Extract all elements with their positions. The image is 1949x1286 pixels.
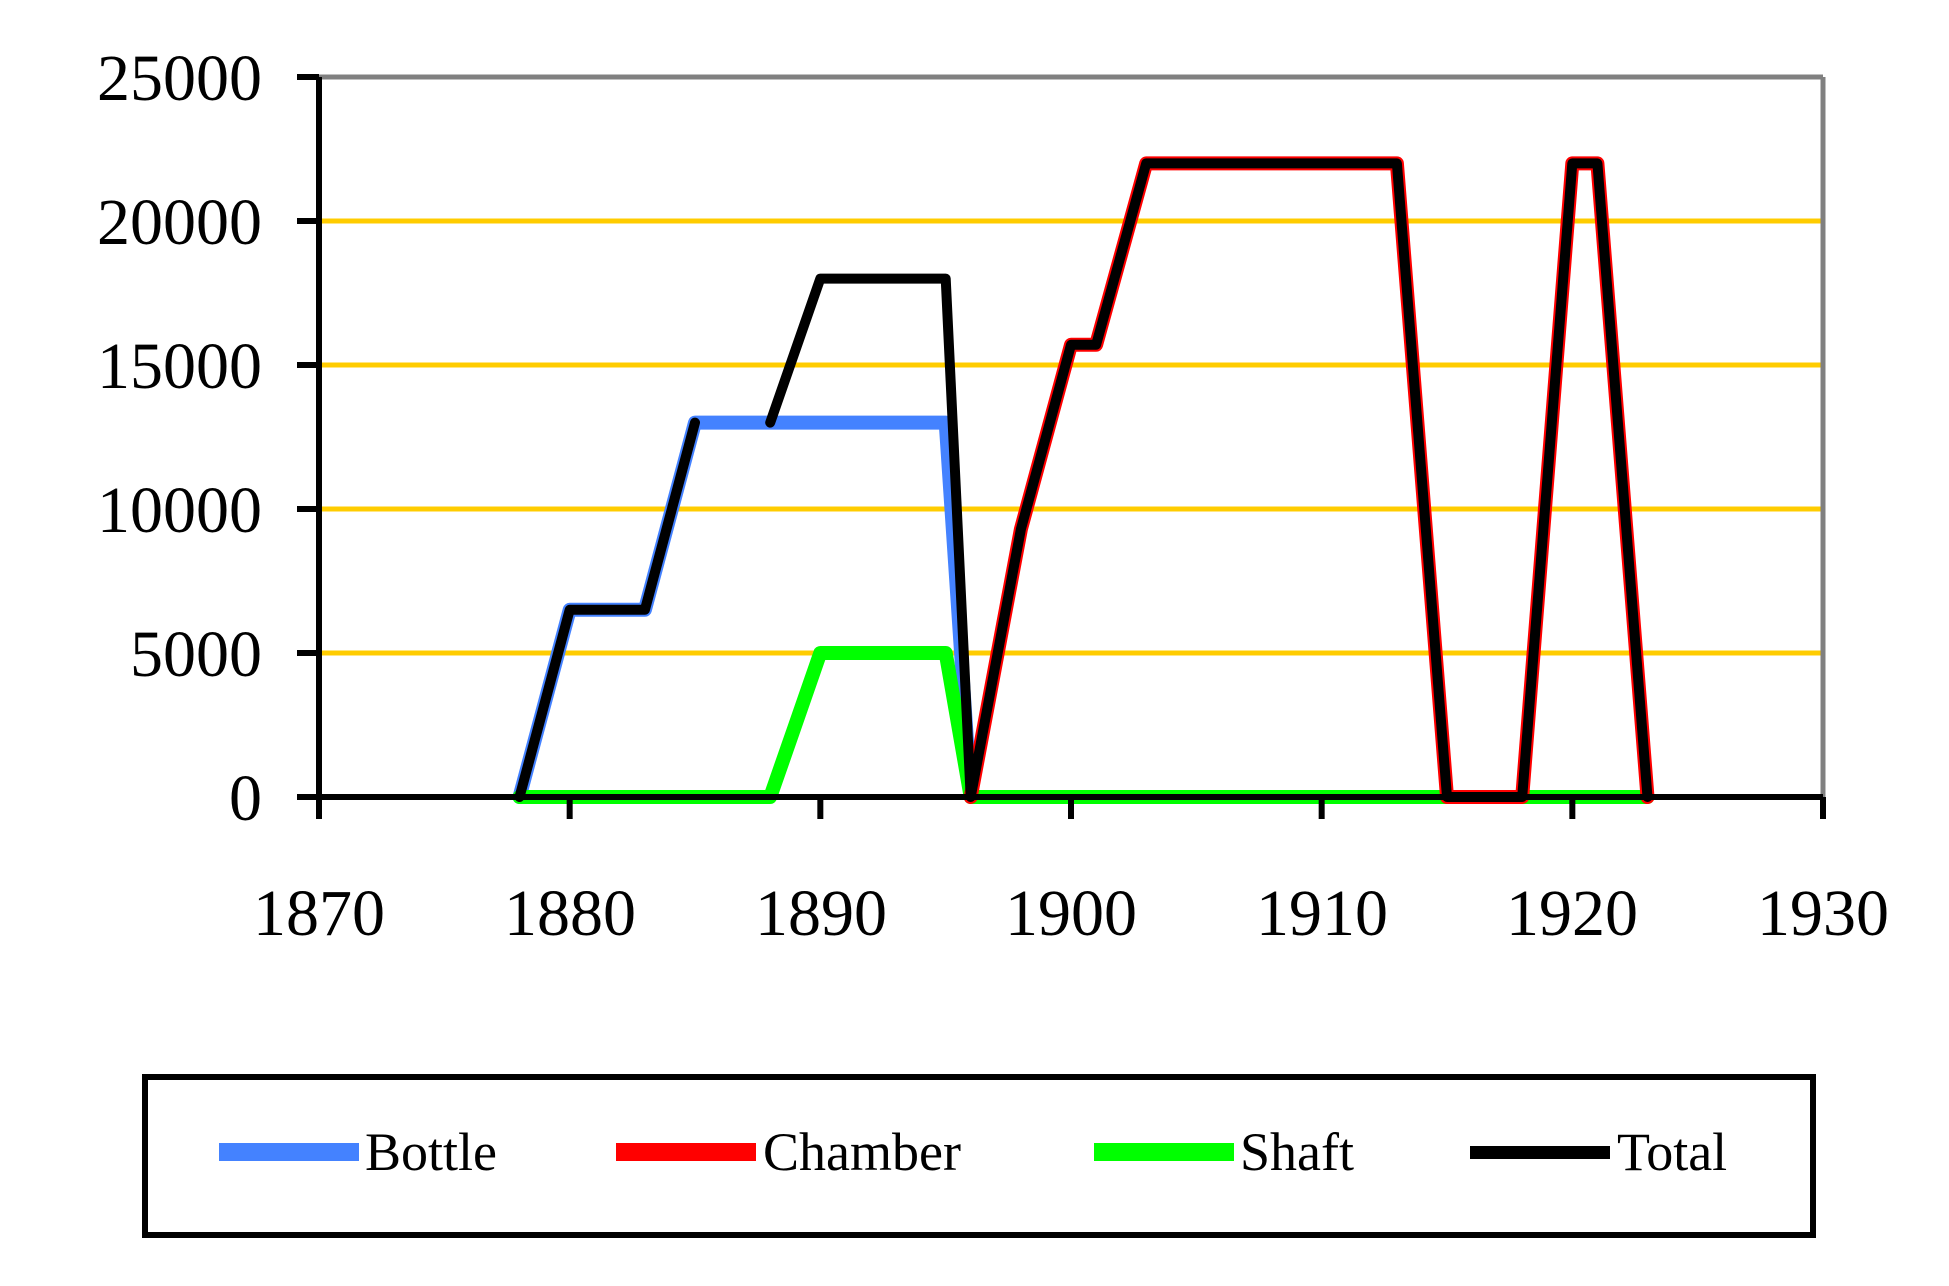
y-tick-label: 0 (229, 762, 262, 835)
y-axis-labels: 0 5000 10000 15000 20000 25000 (97, 42, 262, 835)
x-tick-label: 1920 (1506, 877, 1638, 950)
legend-label-bottle: Bottle (365, 1122, 497, 1182)
series-line-shaft (512, 646, 1655, 804)
x-tick-label: 1890 (755, 877, 887, 950)
y-tick-label: 15000 (97, 330, 262, 403)
y-tick-label: 20000 (97, 186, 262, 259)
y-tick-label: 25000 (97, 42, 262, 115)
x-tick-label: 1870 (253, 877, 385, 950)
x-tick-label: 1900 (1005, 877, 1137, 950)
x-axis-labels: 1870 1880 1890 1900 1910 1920 1930 (253, 877, 1889, 950)
axes (297, 74, 1826, 819)
legend-swatch-bottle (219, 1143, 359, 1161)
x-tick-label: 1910 (1256, 877, 1388, 950)
legend-label-shaft: Shaft (1240, 1122, 1354, 1182)
y-tick-label: 10000 (97, 474, 262, 547)
legend-swatch-shaft (1094, 1143, 1234, 1161)
legend-item-total: Total (1470, 1122, 1727, 1182)
legend-item-shaft: Shaft (1094, 1122, 1354, 1182)
legend-item-chamber: Chamber (616, 1122, 961, 1182)
plot-frame (319, 74, 1826, 797)
series-line-total (765, 158, 1653, 802)
series-line-total (514, 417, 700, 802)
legend-swatch-total (1470, 1146, 1610, 1159)
legend-swatch-chamber (616, 1143, 756, 1161)
legend: Bottle Chamber Shaft Total (142, 1074, 1816, 1238)
y-tick-label: 5000 (130, 618, 262, 691)
x-tick-label: 1930 (1757, 877, 1889, 950)
x-tick-label: 1880 (504, 877, 636, 950)
legend-label-chamber: Chamber (763, 1122, 961, 1182)
legend-item-bottle: Bottle (219, 1122, 497, 1182)
legend-label-total: Total (1617, 1122, 1727, 1182)
gridlines (319, 218, 1823, 656)
series-lines (512, 156, 1655, 804)
